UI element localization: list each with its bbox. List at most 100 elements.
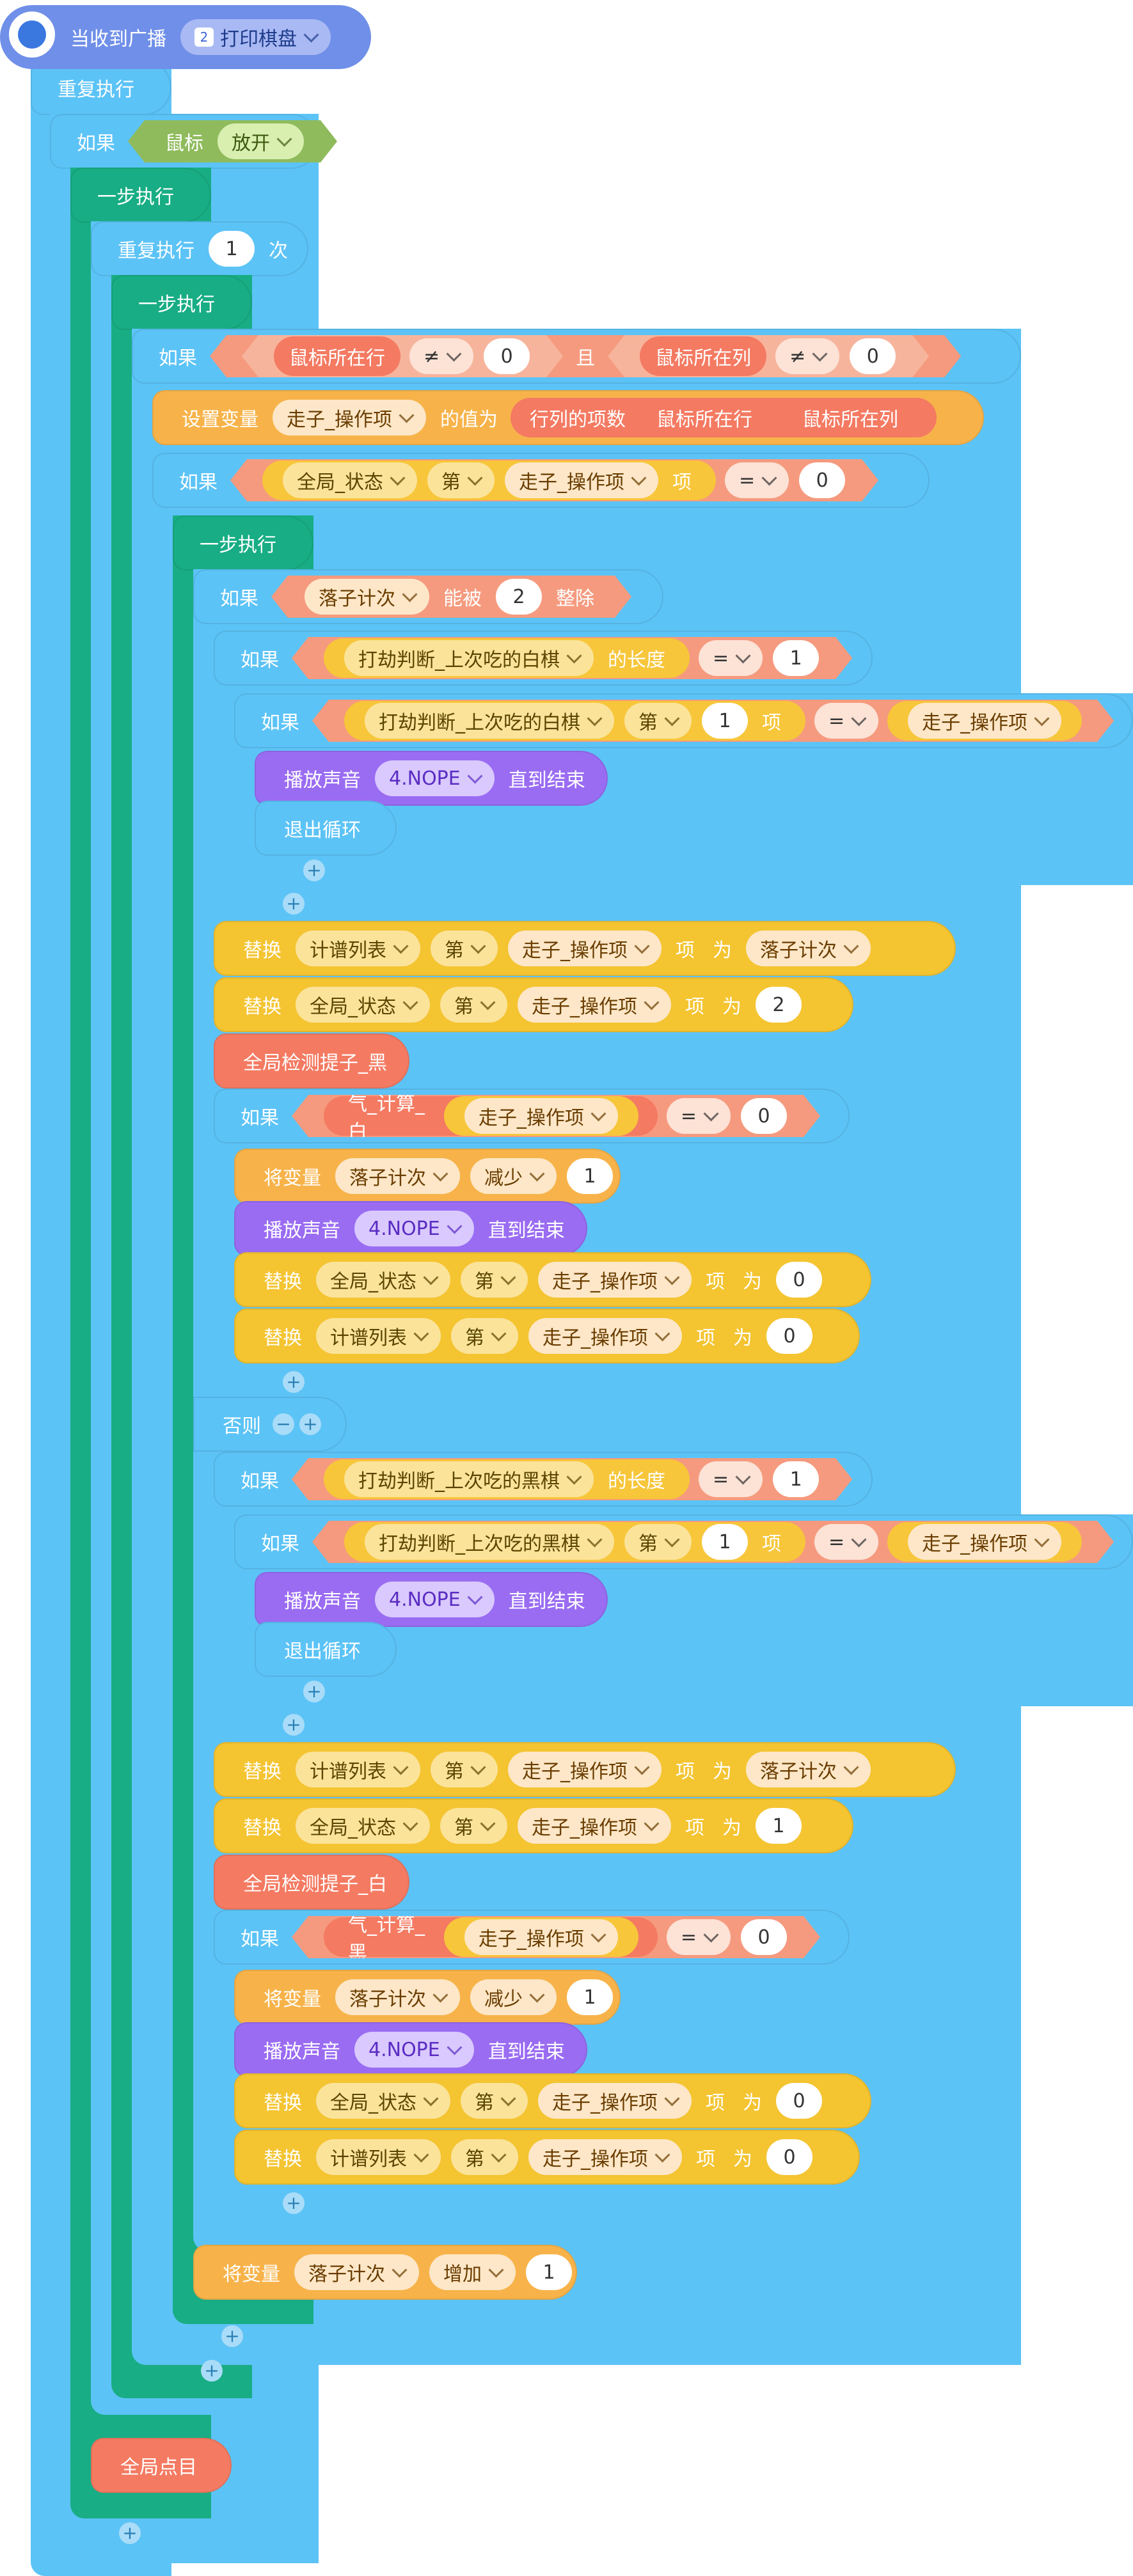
item-condition[interactable]: 打劫判断_上次吃的黑棋 第 1 项 = 走子_操作项 — [312, 1521, 1114, 1563]
repeat-header[interactable]: 重复执行 1 次 — [91, 221, 308, 276]
list-dropdown[interactable]: 全局_状态 — [283, 462, 417, 498]
nth-dropdown[interactable]: 第 — [431, 1752, 498, 1787]
value-variable-dropdown[interactable]: 落子计次 — [746, 931, 871, 966]
row-not-zero[interactable]: 鼠标所在行 ≠ 0 — [242, 335, 563, 377]
play-sound-block[interactable]: 播放声音 4.NOPE 直到结束 — [255, 1572, 608, 1627]
value-input[interactable]: 0 — [799, 462, 845, 498]
add-block-button[interactable]: + — [283, 1371, 305, 1393]
list-length-reporter[interactable]: 打劫判断_上次吃的白棋 的长度 — [324, 638, 690, 678]
list-item-reporter[interactable]: 打劫判断_上次吃的黑棋 第 1 项 — [344, 1522, 805, 1562]
mouse-row-reporter[interactable]: 鼠标所在行 — [641, 398, 768, 437]
change-variable-block[interactable]: 将变量 落子计次 增加 1 — [193, 2245, 577, 2300]
add-block-button[interactable]: + — [283, 1714, 305, 1736]
variable-dropdown[interactable]: 落子计次 — [294, 2254, 419, 2290]
mode-dropdown[interactable]: 减少 — [470, 1979, 557, 2015]
step-header-1[interactable]: 一步执行 — [70, 168, 211, 223]
row-col-index-reporter[interactable]: 行列的项数 鼠标所在行 鼠标所在列 — [511, 398, 937, 437]
change-variable-block[interactable]: 将变量 落子计次 减少 1 — [234, 1149, 621, 1204]
add-block-button[interactable]: + — [283, 893, 305, 915]
list-dropdown[interactable]: 计谱列表 — [316, 1318, 441, 1354]
play-sound-block[interactable]: 播放声音 4.NOPE 直到结束 — [234, 2022, 587, 2077]
value-input[interactable]: 1 — [526, 2254, 572, 2290]
operator-dropdown[interactable]: ≠ — [409, 338, 473, 374]
index-input[interactable]: 1 — [702, 1524, 748, 1560]
value-input[interactable]: 0 — [766, 2139, 812, 2175]
mode-dropdown[interactable]: 增加 — [429, 2254, 516, 2290]
value-input[interactable]: 0 — [776, 1262, 822, 1298]
replace-list-item-block[interactable]: 替换 计谱列表 第 走子_操作项 项 为 0 — [234, 1308, 860, 1363]
nth-dropdown[interactable]: 第 — [461, 1262, 528, 1298]
variable-dropdown[interactable]: 落子计次 — [335, 1979, 460, 2015]
list-dropdown[interactable]: 打劫判断_上次吃的黑棋 — [365, 1524, 614, 1560]
nth-dropdown[interactable]: 第 — [624, 1524, 692, 1560]
operator-dropdown[interactable]: = — [814, 1524, 878, 1560]
list-dropdown[interactable]: 全局_状态 — [316, 2083, 450, 2119]
operator-dropdown[interactable]: ≠ — [775, 338, 839, 374]
if-state-header[interactable]: 如果 全局_状态 第 走子_操作项 项 = 0 — [152, 453, 930, 508]
divisor-input[interactable]: 2 — [496, 579, 542, 615]
value-input[interactable]: 1 — [773, 1461, 819, 1497]
list-item-reporter[interactable]: 全局_状态 第 走子_操作项 项 — [262, 460, 716, 500]
add-block-button[interactable]: + — [201, 2360, 223, 2382]
length-condition[interactable]: 打劫判断_上次吃的黑棋 的长度 = 1 — [292, 1458, 852, 1500]
remove-branch-button[interactable]: − — [273, 1413, 294, 1435]
add-block-button[interactable]: + — [303, 1681, 325, 1702]
and-condition[interactable]: 鼠标所在行 ≠ 0 且 鼠标所在列 ≠ 0 — [210, 335, 961, 377]
value-input[interactable]: 0 — [766, 1318, 812, 1354]
nth-dropdown[interactable]: 第 — [461, 2083, 528, 2119]
set-variable-block[interactable]: 设置变量 走子_操作项 的值为 行列的项数 鼠标所在行 鼠标所在列 — [152, 390, 984, 445]
sound-dropdown[interactable]: 4.NOPE — [354, 2032, 474, 2068]
sound-dropdown[interactable]: 4.NOPE — [354, 1211, 474, 1246]
list-dropdown[interactable]: 计谱列表 — [296, 1752, 420, 1787]
variable-dropdown[interactable]: 走子_操作项 — [464, 1919, 618, 1955]
operator-dropdown[interactable]: = — [699, 1461, 763, 1497]
variable-reporter[interactable]: 走子_操作项 — [887, 701, 1082, 741]
break-loop-block[interactable]: 退出循环 — [255, 801, 397, 856]
list-dropdown[interactable]: 打劫判断_上次吃的白棋 — [365, 703, 614, 739]
variable-dropdown[interactable]: 走子_操作项 — [273, 400, 426, 436]
repeat-count-input[interactable]: 1 — [209, 231, 255, 267]
qi-function-reporter[interactable]: 气_计算_白 走子_操作项 — [324, 1096, 658, 1136]
replace-list-item-block[interactable]: 替换 计谱列表 第 走子_操作项 项 为 0 — [234, 2130, 860, 2185]
add-branch-button[interactable]: + — [299, 1413, 321, 1435]
variable-dropdown[interactable]: 落子计次 — [335, 1158, 460, 1194]
variable-dropdown[interactable]: 走子_操作项 — [908, 703, 1061, 739]
sound-dropdown[interactable]: 4.NOPE — [375, 760, 495, 796]
item-variable-dropdown[interactable]: 走子_操作项 — [518, 987, 671, 1023]
item-variable-dropdown[interactable]: 走子_操作项 — [528, 2139, 682, 2175]
list-dropdown[interactable]: 计谱列表 — [316, 2139, 441, 2175]
nth-dropdown[interactable]: 第 — [451, 2139, 518, 2175]
if-white-length-header[interactable]: 如果 打劫判断_上次吃的白棋 的长度 = 1 — [214, 631, 873, 686]
value-input[interactable]: 0 — [484, 338, 530, 374]
play-sound-block[interactable]: 播放声音 4.NOPE 直到结束 — [234, 1201, 587, 1256]
play-sound-block[interactable]: 播放声音 4.NOPE 直到结束 — [255, 751, 608, 806]
if-white-item-block[interactable]: 如果 打劫判断_上次吃的白棋 第 1 项 = 走子_操作项 — [234, 693, 1133, 885]
value-input[interactable]: 0 — [776, 2083, 822, 2119]
message-dropdown[interactable]: 2 打印棋盘 — [180, 19, 331, 55]
value-input[interactable]: 1 — [773, 640, 819, 676]
item-variable-dropdown[interactable]: 走子_操作项 — [538, 2083, 692, 2119]
mouse-condition[interactable]: 鼠标 放开 — [128, 120, 337, 162]
if-qi-black-header[interactable]: 如果 气_计算_黑 走子_操作项 = 0 — [214, 1910, 850, 1965]
mode-dropdown[interactable]: 减少 — [470, 1158, 557, 1194]
if-white-item-header[interactable]: 如果 打劫判断_上次吃的白棋 第 1 项 = 走子_操作项 — [234, 693, 1133, 748]
qi-condition[interactable]: 气_计算_白 走子_操作项 = 0 — [292, 1095, 820, 1137]
operator-dropdown[interactable]: = — [699, 640, 763, 676]
qi-function-reporter[interactable]: 气_计算_黑 走子_操作项 — [324, 1917, 658, 1957]
mouse-state-dropdown[interactable]: 放开 — [218, 123, 304, 159]
item-variable-dropdown[interactable]: 走子_操作项 — [518, 1808, 671, 1844]
mouse-col-reporter[interactable]: 鼠标所在列 — [640, 336, 766, 376]
sound-dropdown[interactable]: 4.NOPE — [375, 1582, 495, 1617]
replace-list-item-block[interactable]: 替换 全局_状态 第 走子_操作项 项 为 0 — [234, 2073, 871, 2128]
operator-dropdown[interactable]: = — [814, 703, 878, 739]
value-variable-dropdown[interactable]: 落子计次 — [746, 1752, 871, 1787]
count-territory-block[interactable]: 全局点目 — [91, 2438, 232, 2493]
else-row[interactable]: 否则 − + — [193, 1397, 347, 1452]
list-item-reporter[interactable]: 打劫判断_上次吃的白棋 第 1 项 — [344, 701, 805, 741]
replace-list-item-block[interactable]: 替换 全局_状态 第 走子_操作项 项 为 1 — [214, 1798, 853, 1853]
variable-dropdown[interactable]: 落子计次 — [305, 579, 429, 615]
nth-dropdown[interactable]: 第 — [427, 462, 495, 498]
col-not-zero[interactable]: 鼠标所在列 ≠ 0 — [608, 335, 929, 377]
operator-dropdown[interactable]: = — [725, 462, 789, 498]
item-variable-dropdown[interactable]: 走子_操作项 — [538, 1262, 692, 1298]
